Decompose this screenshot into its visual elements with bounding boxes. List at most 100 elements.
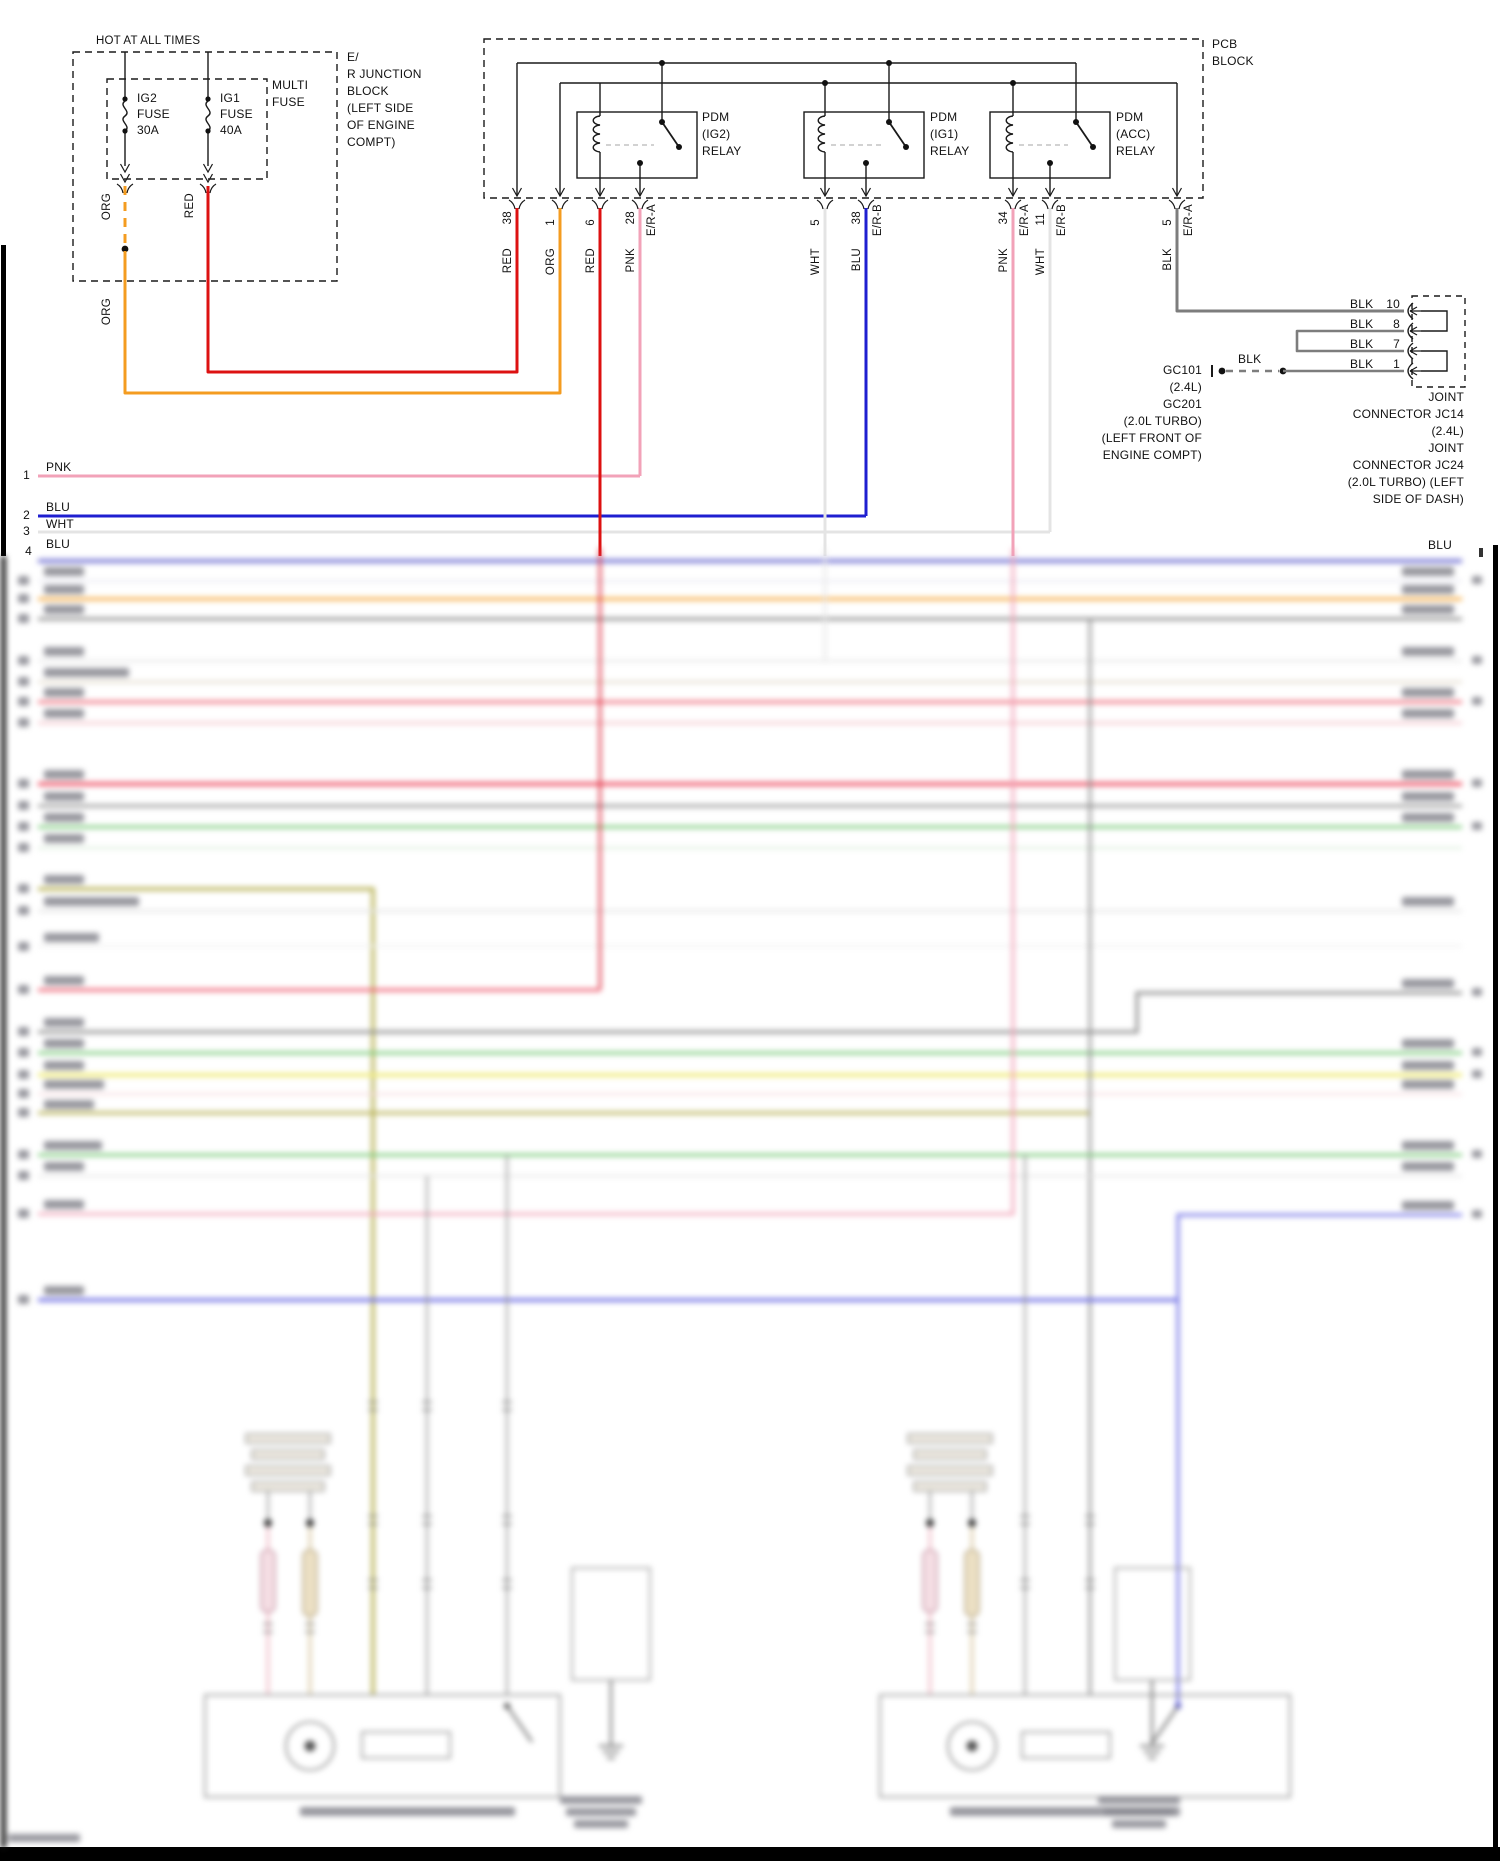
row3-color-label: WHT [46,517,74,531]
jc-row-pin: 7 [1393,337,1400,351]
pcb-block-label: PCB [1212,37,1238,51]
joint-connector-label: CONNECTOR JC24 [1352,458,1464,472]
pin-number: 5 [810,219,822,226]
gc-label: (2.4L) [1169,380,1202,394]
row1-number: 1 [23,468,30,482]
er-junction-block-box [72,51,338,282]
jc-row-pin: 8 [1393,317,1400,331]
row3-number: 3 [23,524,30,538]
pin-color: PNK [625,248,637,273]
pin-number: 1 [545,219,557,226]
row4-number: 4 [25,544,32,558]
pin-connector: E/R-A [646,204,658,237]
pin-color: BLU [851,248,863,272]
right-margin-mark [1479,548,1483,557]
er-block-label: (LEFT SIDE [347,101,414,115]
pin-color: RED [502,248,514,274]
er-block-label: COMPT) [347,135,396,149]
pin-color: RED [585,248,597,274]
connector-brackets [116,183,1186,210]
jc-row-color: BLK [1350,297,1374,311]
multi-fuse-label: MULTI [272,78,309,92]
pdm-ig1-relay-label: RELAY [930,144,970,158]
joint-connector-label: (2.4L) [1431,424,1464,438]
ig2-fuse-label: IG2 [137,91,157,105]
joint-connector-label: JOINT [1428,390,1464,404]
ig1-fuse-label: 40A [220,123,242,137]
org-wire-label2: ORG [101,298,113,326]
gc-label: GC201 [1162,397,1202,411]
pin-number: 34 [998,211,1010,225]
joint-connector-label: CONNECTOR JC14 [1352,407,1464,421]
joint-connector-label: SIDE OF DASH) [1372,492,1464,506]
page-border-bottom [0,1847,1500,1861]
joint-connector-label: (2.0L TURBO) (LEFT [1347,475,1464,489]
gc-label: ENGINE COMPT) [1102,448,1202,462]
pin-connector: E/R-B [872,204,884,237]
pdm-ig2-relay-box [576,111,698,179]
pdm-ig2-relay-label: RELAY [702,144,742,158]
row2-number: 2 [23,508,30,522]
jc-row-pin: 10 [1386,297,1400,311]
blk-8-7-loop-wire [1295,329,1404,353]
pcb-block-label: BLOCK [1212,54,1254,68]
pin-connector: E/R-B [1056,204,1068,237]
row1-color-label: PNK [46,460,72,474]
org-wire [123,208,562,395]
er-block-label: E/ [347,50,359,64]
pin-color: BLK [1162,248,1174,271]
pdm-ig1-relay-box [803,111,925,179]
pin-number: 5 [1162,219,1174,226]
red-wire-label: RED [184,193,196,219]
gc-wire-color-label: BLK [1238,352,1262,366]
joint-connector-box [1411,295,1466,388]
pin-number: 38 [502,211,514,225]
pin-number: 38 [851,211,863,225]
pin-connector: E/R-A [1019,204,1031,237]
pin-number: 11 [1035,213,1047,226]
er-block-label: OF ENGINE [347,118,415,132]
pin-color: WHT [1035,248,1047,276]
gc-label: GC101 [1162,363,1202,377]
pdm-ig2-relay-label: (IG2) [702,127,731,141]
pin-color: PNK [998,248,1010,273]
blurred-lower-diagram [0,548,1500,1848]
ig2-fuse-label: FUSE [137,107,170,121]
blk5-wire [1175,208,1404,313]
multi-fuse-label: FUSE [272,95,305,109]
pdm-ig1-relay-label: PDM [930,110,958,124]
junction-dots [121,60,1287,375]
gc-label: (LEFT FRONT OF [1101,431,1202,445]
hot-at-all-times-label: HOT AT ALL TIMES [96,35,201,47]
ig1-fuse-label: FUSE [220,107,253,121]
pdm-ig2-relay-label: PDM [702,110,730,124]
jc-row-color: BLK [1350,317,1374,331]
ig1-fuse-label: IG1 [220,91,240,105]
row4-color-label: BLU [46,537,70,551]
org-wire-label: ORG [101,193,113,221]
jc-row-color: BLK [1350,357,1374,371]
page-border-left [1,245,6,556]
joint-connector-label: JOINT [1428,441,1464,455]
multi-fuse-box [106,78,268,180]
jc-row-pin: 1 [1393,357,1400,371]
row2-color-label: BLU [46,500,70,514]
er-block-label: R JUNCTION [347,67,422,81]
pdm-acc-relay-label: PDM [1116,110,1144,124]
red-wire [206,186,519,374]
ig2-fuse-label: 30A [137,123,159,137]
pin-number: 28 [625,211,637,225]
er-block-label: BLOCK [347,84,389,98]
pin-number: 6 [585,219,597,226]
pin-connector: E/R-A [1183,204,1195,237]
pdm-acc-relay-label: RELAY [1116,144,1156,158]
gc-label: (2.0L TURBO) [1123,414,1202,428]
page-border-right [1493,545,1498,1848]
pin-color: WHT [810,248,822,276]
pin-color: ORG [545,248,557,276]
pdm-acc-relay-label: (ACC) [1116,127,1151,141]
jc-row-color: BLK [1350,337,1374,351]
row4-right-color-label: BLU [1428,538,1452,552]
